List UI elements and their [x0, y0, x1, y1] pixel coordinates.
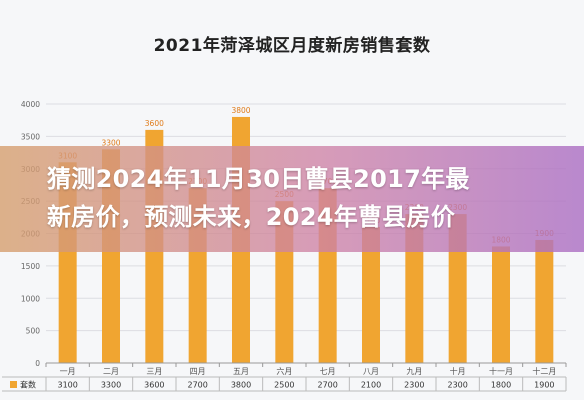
y-tick-label: 4000 [21, 100, 40, 109]
category-label: 十月 [450, 366, 466, 376]
category-label: 二月 [103, 367, 119, 376]
category-label: 一月 [60, 367, 76, 376]
category-label: 六月 [276, 366, 292, 376]
bar [362, 227, 380, 363]
value-label: 3300 [101, 138, 120, 147]
category-label: 八月 [363, 367, 379, 376]
chart-title: 2021年菏泽城区月度新房销售套数 [153, 36, 431, 56]
x-axis: 一月 二月 三月 四月 五月 六月 七月 八月 九月 十月 十一月 十二月 [45, 362, 567, 376]
overlay-line-2: 新房价，预测未来，2024年曹县房价 [47, 203, 456, 231]
category-label: 九月 [406, 367, 422, 376]
table-value: 1900 [534, 381, 554, 390]
legend-swatch [10, 381, 17, 388]
y-tick-label: 1000 [21, 294, 40, 303]
table-value: 2700 [317, 381, 337, 390]
category-label: 七月 [320, 367, 336, 376]
y-tick-label: 500 [26, 327, 41, 336]
table-value: 1800 [491, 381, 511, 390]
category-label: 四月 [190, 367, 206, 376]
overlay-headline: 猜测2024年11月30日曹县2017年最 新房价，预测未来，2024年曹县房价 [47, 160, 567, 236]
table-value: 2100 [361, 381, 381, 390]
table-value: 3600 [144, 381, 164, 390]
y-tick-label: 1500 [21, 262, 40, 271]
table-value: 3800 [231, 381, 251, 390]
table-value: 3300 [101, 381, 121, 390]
overlay-line-1: 猜测2024年11月30日曹县2017年最 [47, 165, 470, 193]
bar [535, 239, 554, 363]
overlay-banner [0, 146, 584, 252]
table-value: 2300 [404, 381, 424, 390]
table-value: 2300 [447, 381, 467, 390]
table-value: 2500 [274, 381, 294, 390]
table-value: 3100 [57, 381, 77, 390]
bar [492, 246, 510, 363]
category-label: 十二月 [532, 366, 556, 376]
table-value: 2700 [187, 381, 207, 390]
category-label: 十一月 [489, 366, 513, 376]
legend-label: 套数 [20, 380, 36, 390]
value-label: 3800 [231, 106, 250, 115]
y-tick-label: 3500 [21, 132, 40, 141]
category-label: 三月 [146, 367, 162, 376]
category-label: 五月 [233, 367, 249, 376]
value-label: 3600 [145, 119, 164, 128]
data-table: 套数 3100 3300 3600 2700 3800 2500 2700 2100 2300 23… [2, 376, 567, 392]
y-tick-label: 0 [35, 359, 40, 368]
